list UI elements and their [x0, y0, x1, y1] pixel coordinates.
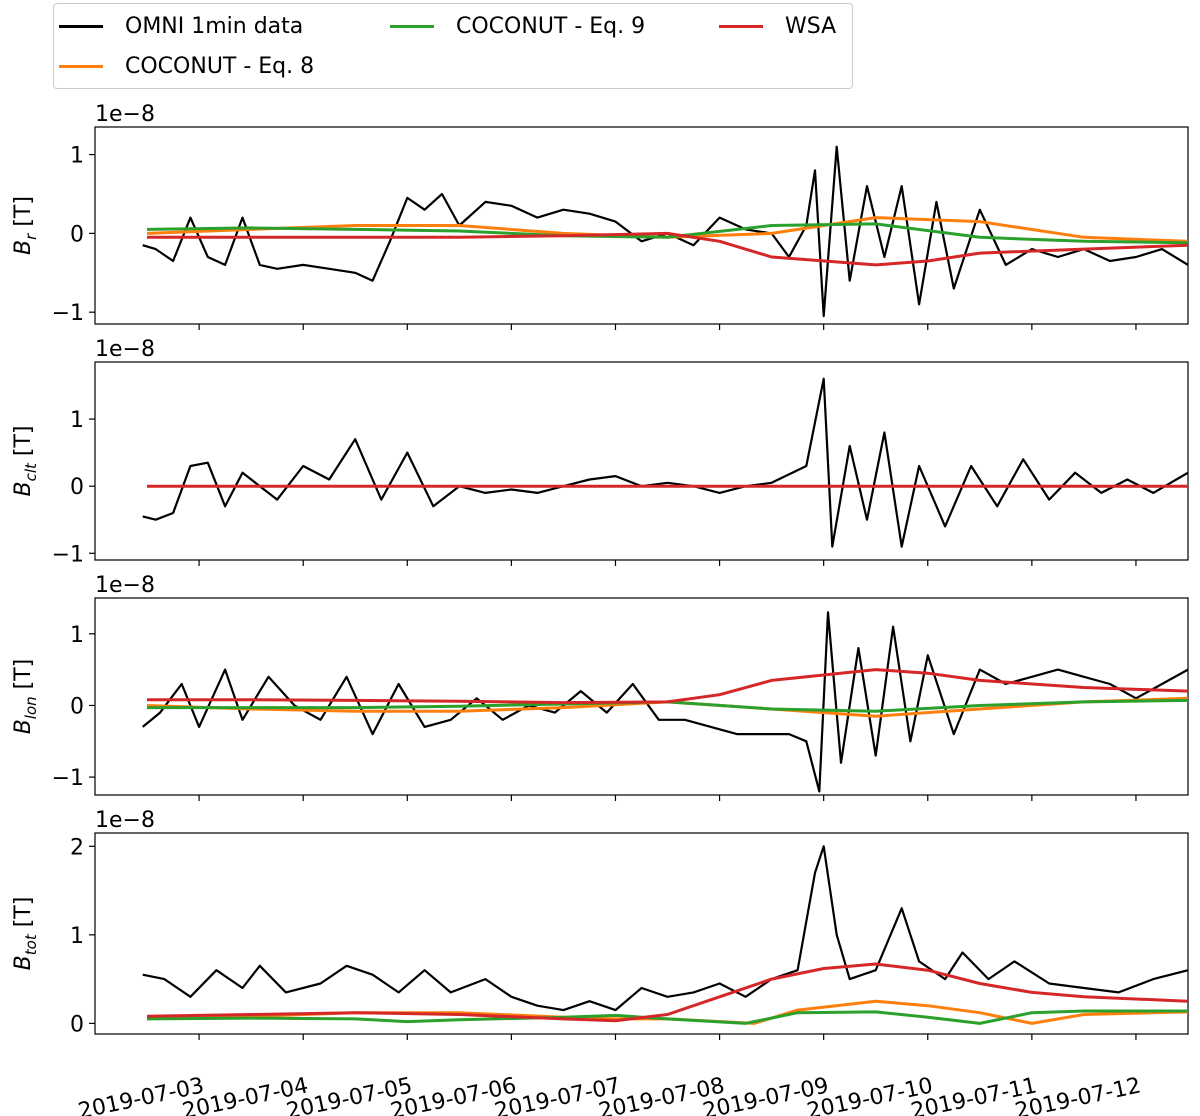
y-axis-label-base: B [11, 240, 36, 255]
y-tick-label: 1 [70, 623, 84, 648]
y-tick-label: 1 [70, 408, 84, 433]
y-tick-label: 0 [70, 222, 84, 247]
legend-label-coconut-eq9: COCONUT - Eq. 9 [456, 14, 646, 39]
legend-line-coconut-eq9 [390, 25, 434, 28]
axes-frame [94, 126, 1189, 325]
axes-frame [94, 597, 1189, 796]
panel-Blon: −1 0 1 1e−8 Blon [T] [11, 573, 1189, 801]
offset-text: 1e−8 [95, 808, 155, 833]
y-axis-label-base: B [11, 481, 36, 496]
y-tick-label: 1 [70, 924, 84, 949]
y-axis-label-unit: [T] [11, 659, 36, 697]
series-line-wsa [147, 668, 1188, 705]
series-line-coconut-eq-9 [146, 222, 1188, 245]
series-line-omni-1min-data [142, 145, 1188, 318]
y-axis-label-unit: [T] [11, 426, 36, 464]
series-line-omni-1min-data [142, 611, 1188, 793]
y-axis-label: Bclt [T] [11, 426, 40, 497]
axes-frame [94, 832, 1189, 1035]
y-axis-label-sub: lon [22, 696, 40, 719]
legend-label-wsa: WSA [785, 14, 837, 39]
legend-item-wsa: WSA [719, 14, 836, 39]
panel-Br: −1 0 1 1e−8 Br [T] [11, 102, 1189, 330]
legend-line-omni [59, 25, 103, 28]
y-tick-label: 2 [70, 835, 84, 860]
y-tick-label: −1 [52, 301, 84, 326]
y-tick-label: 0 [70, 1012, 84, 1037]
y-axis-label-sub: r [22, 233, 40, 240]
series-line-omni-1min-data [142, 377, 1188, 548]
panel-Bclt: −1 0 1 1e−8 Bclt [T] [11, 337, 1189, 567]
legend: OMNI 1min data COCONUT - Eq. 8 COCONUT -… [53, 3, 853, 89]
y-axis-label-sub: tot [22, 933, 40, 955]
legend-item-omni: OMNI 1min data [59, 14, 303, 39]
offset-text: 1e−8 [95, 573, 155, 598]
legend-label-omni: OMNI 1min data [125, 14, 304, 39]
y-axis-label-unit: [T] [11, 897, 36, 935]
series-line-wsa [147, 231, 1188, 267]
y-tick-label: −1 [52, 766, 84, 791]
series-line-coconut-eq-9 [146, 1009, 1188, 1025]
y-axis-label-base: B [11, 955, 36, 970]
legend-line-coconut-eq8 [59, 65, 103, 68]
y-axis-label-sub: clt [22, 462, 40, 481]
y-axis-label: Btot [T] [11, 897, 40, 971]
y-tick-label: 1 [70, 144, 84, 169]
y-axis-label: Br [T] [11, 196, 40, 255]
offset-text: 1e−8 [95, 337, 155, 362]
axes-frame [94, 361, 1189, 561]
legend-label-coconut-eq8: COCONUT - Eq. 8 [125, 54, 315, 79]
offset-text: 1e−8 [95, 102, 155, 127]
legend-line-wsa [719, 25, 763, 28]
y-tick-label: 0 [70, 475, 84, 500]
legend-item-coconut-eq9: COCONUT - Eq. 9 [390, 14, 645, 39]
y-axis-label: Blon [T] [11, 659, 40, 735]
series-line-wsa [146, 962, 1188, 1023]
y-axis-label-base: B [11, 719, 36, 734]
series-line-omni-1min-data [142, 845, 1188, 1012]
y-tick-label: −1 [52, 542, 84, 567]
legend-item-coconut-eq8: COCONUT - Eq. 8 [59, 54, 314, 79]
y-tick-label: 0 [70, 694, 84, 719]
y-axis-label-unit: [T] [11, 196, 36, 234]
